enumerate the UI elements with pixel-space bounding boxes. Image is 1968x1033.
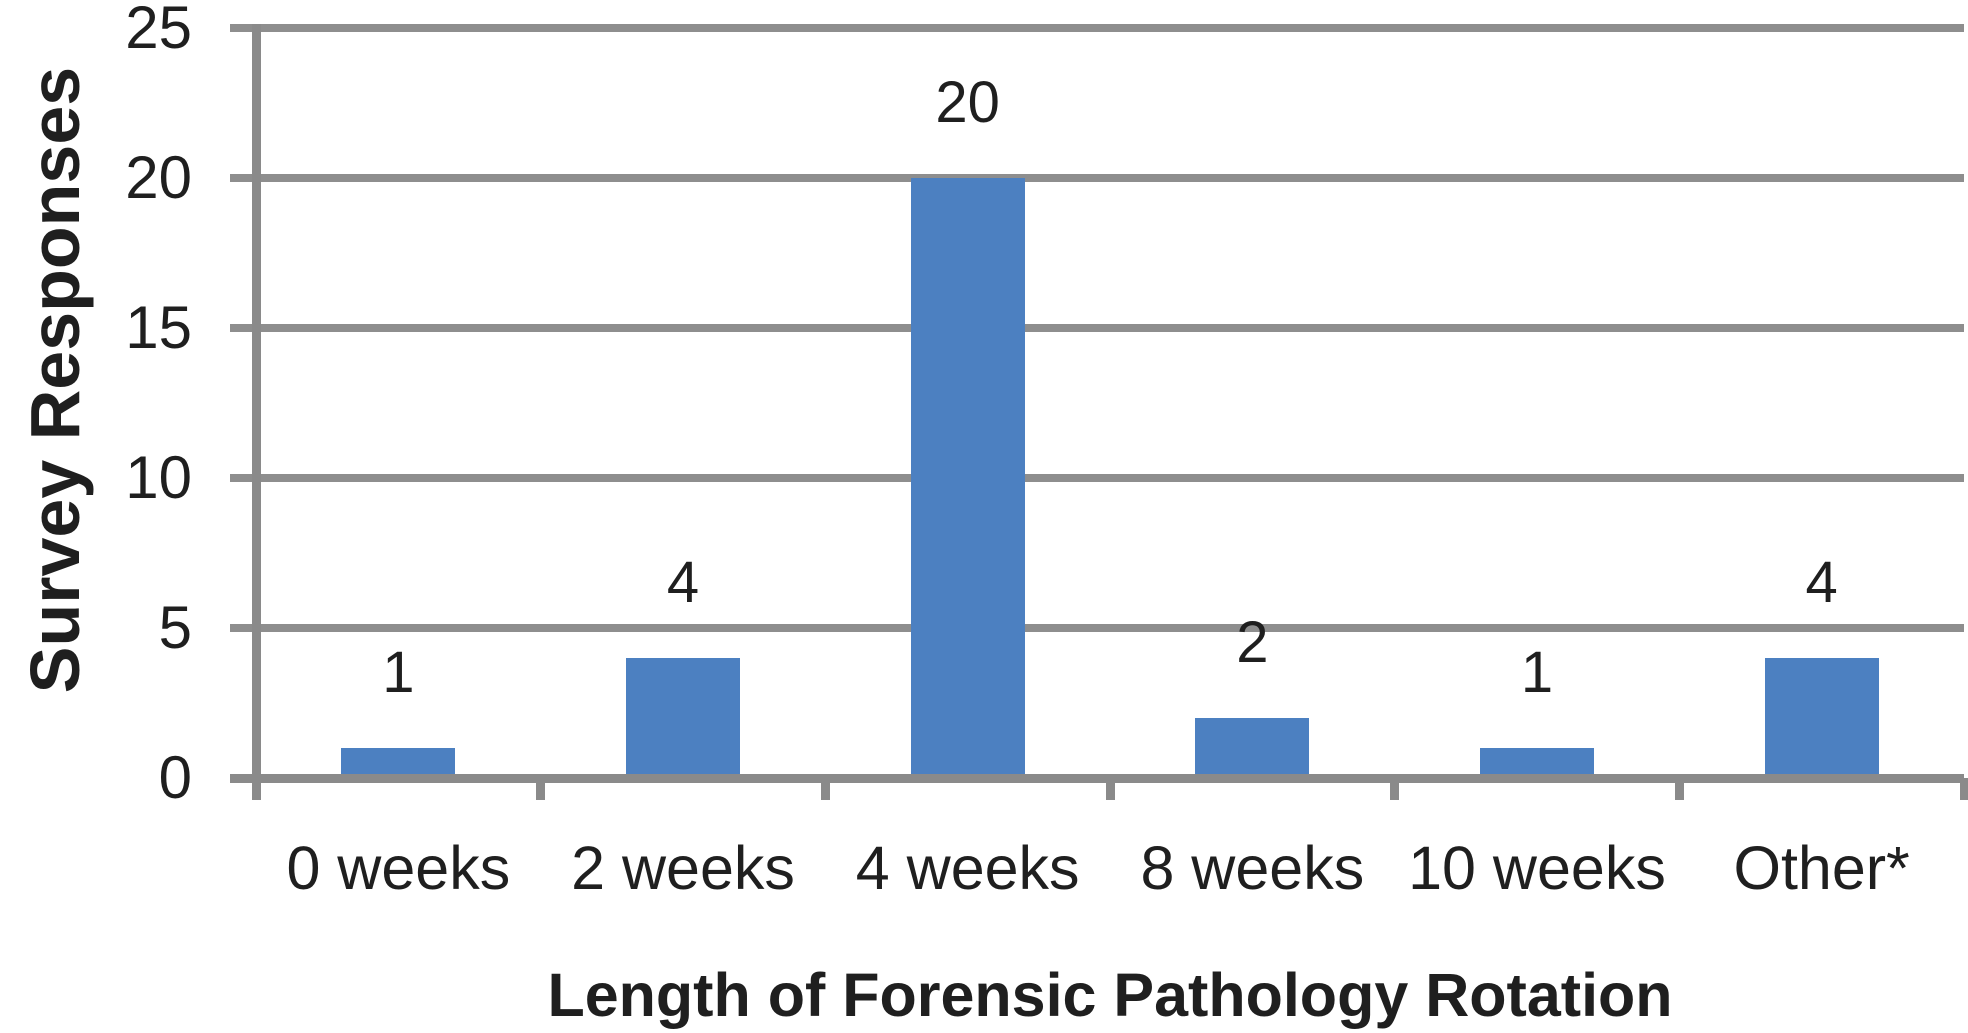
bar bbox=[626, 658, 740, 778]
bar-value-label: 20 bbox=[935, 70, 1000, 135]
x-tick-label: 8 weeks bbox=[1140, 834, 1365, 902]
x-axis-title: Length of Forensic Pathology Rotation bbox=[547, 961, 1673, 1029]
gridline bbox=[230, 174, 1964, 182]
y-tick-label: 15 bbox=[125, 294, 192, 361]
bar bbox=[341, 748, 456, 778]
x-tick-label: 10 weeks bbox=[1408, 834, 1666, 902]
bar bbox=[1195, 718, 1310, 778]
gridline bbox=[230, 24, 1964, 32]
y-axis-line bbox=[251, 24, 261, 800]
bar-value-label: 1 bbox=[1520, 640, 1554, 705]
gridline bbox=[230, 474, 1964, 482]
bar bbox=[1480, 748, 1594, 778]
bar-value-label: 4 bbox=[666, 550, 700, 615]
x-axis-tick bbox=[1390, 778, 1400, 800]
x-axis-tick bbox=[1959, 778, 1968, 800]
bar bbox=[1764, 658, 1879, 778]
y-tick-label: 20 bbox=[125, 144, 192, 211]
x-axis-tick bbox=[1674, 778, 1684, 800]
x-axis-tick bbox=[820, 778, 830, 800]
y-tick-label: 0 bbox=[158, 744, 192, 811]
x-axis-tick bbox=[251, 778, 261, 800]
bar-value-label: 4 bbox=[1805, 550, 1838, 615]
x-tick-label: 4 weeks bbox=[855, 834, 1080, 902]
x-tick-label: Other* bbox=[1733, 834, 1910, 902]
x-axis-tick bbox=[1105, 778, 1115, 800]
x-tick-label: 2 weeks bbox=[571, 834, 795, 902]
x-tick-label: 0 weeks bbox=[286, 834, 511, 902]
bar-value-label: 1 bbox=[382, 640, 415, 705]
gridline bbox=[230, 624, 1964, 632]
bar bbox=[910, 178, 1025, 778]
gridline bbox=[230, 324, 1964, 332]
bar-value-label: 2 bbox=[1236, 610, 1269, 675]
x-axis-line bbox=[230, 773, 1964, 783]
x-axis-tick bbox=[536, 778, 546, 800]
y-tick-label: 25 bbox=[125, 0, 192, 61]
y-tick-label: 10 bbox=[125, 444, 192, 511]
y-tick-label: 5 bbox=[158, 594, 192, 661]
